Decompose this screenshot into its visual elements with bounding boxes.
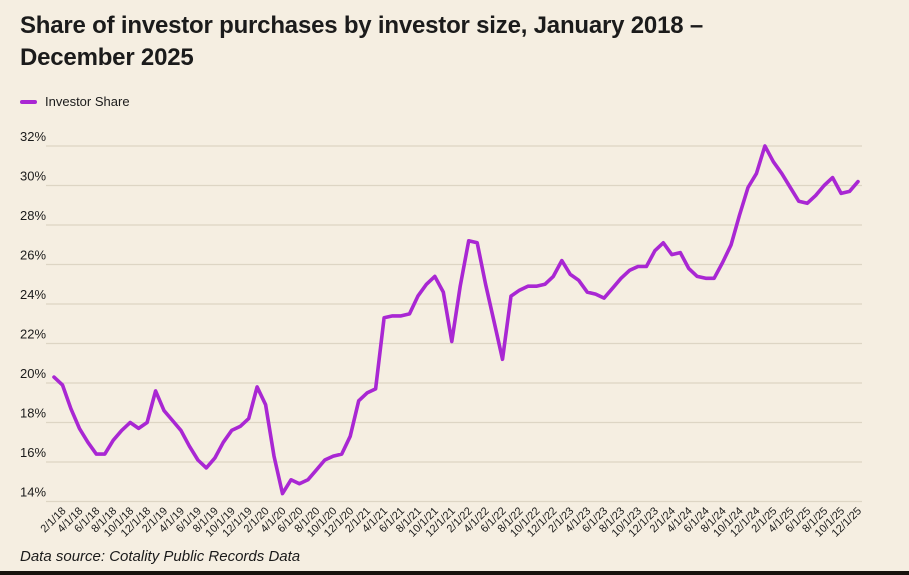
bottom-divider [0,571,909,575]
legend: Investor Share [20,94,130,109]
investor-share-line [52,144,860,496]
y-tick-label: 16% [20,445,46,460]
y-tick-label: 22% [20,327,46,342]
legend-label: Investor Share [45,94,130,109]
y-tick-label: 20% [20,366,46,381]
chart-title: Share of investor purchases by investor … [20,12,703,71]
y-tick-label: 30% [20,169,46,184]
legend-line-swatch-icon [20,99,37,104]
y-tick-label: 24% [20,287,46,302]
y-tick-label: 28% [20,208,46,223]
y-tick-label: 32% [20,129,46,144]
y-tick-label: 26% [20,248,46,263]
y-tick-label: 18% [20,406,46,421]
data-source-note: Data source: Cotality Public Records Dat… [20,548,301,565]
y-tick-label: 14% [20,485,46,500]
